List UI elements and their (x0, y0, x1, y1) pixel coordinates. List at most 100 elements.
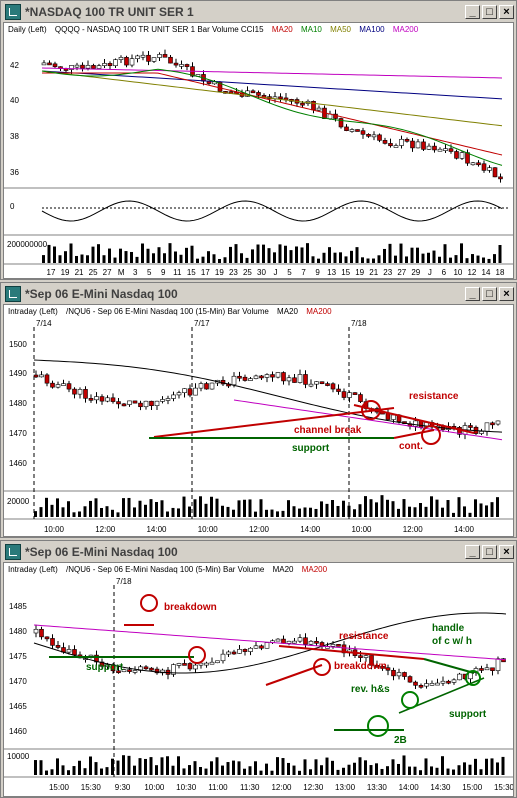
volume-bar (424, 506, 428, 517)
price-bar-body (193, 664, 198, 670)
minimize-icon[interactable]: _ (465, 545, 480, 559)
volume-bar (160, 500, 164, 517)
price-bar-body (253, 645, 259, 649)
intraday15-plot-area[interactable]: Intraday (Left) /NQU6 - Sep 06 E-Mini Na… (3, 304, 514, 537)
price-bar-body (143, 400, 149, 408)
price-bar-body (209, 661, 215, 665)
volume-bar (405, 256, 408, 263)
volume-bar (320, 501, 323, 517)
price-bar-body (140, 54, 146, 58)
price-bar-body (33, 628, 39, 634)
session-label: 7/18 (351, 319, 367, 328)
axis-tick-label: 10:00 (351, 525, 372, 534)
axis-tick-label: 12:00 (271, 783, 292, 792)
price-bar-body (168, 56, 173, 64)
price-bar-body (292, 377, 297, 383)
annotation-cont: cont. (399, 441, 423, 452)
annotation-rev-hs: rev. h&s (351, 684, 390, 695)
volume-bar (245, 257, 249, 263)
volume-bar (149, 757, 153, 775)
price-bar-body (393, 145, 399, 148)
intraday5-plot-area[interactable]: Intraday (Left) /NQU6 - Sep 06 E-Mini Na… (3, 562, 514, 797)
volume-bar (490, 758, 494, 775)
volume-bar (460, 243, 463, 263)
axis-tick-label: 25 (243, 268, 252, 277)
price-bar-body (303, 374, 308, 385)
price-bar-body (278, 96, 283, 100)
volume-bar (177, 508, 180, 517)
price-bar-body (110, 664, 116, 672)
volume-bar (105, 767, 109, 775)
price-bar-body (292, 640, 297, 644)
price-tick: 1480 (9, 399, 27, 408)
price-bar-body (135, 55, 140, 59)
title-bar[interactable]: *Sep 06 E-Mini Nasdaq 100 _ □ × (3, 285, 514, 303)
intraday15-series (33, 359, 503, 517)
price-bar-body (129, 58, 135, 66)
volume-bar (435, 499, 439, 517)
price-bar-body (74, 64, 80, 68)
price-bar-body (319, 381, 325, 385)
price-bar-body (250, 90, 256, 94)
volume-bar (292, 765, 296, 775)
volume-bar (89, 500, 92, 517)
minimize-icon[interactable]: _ (465, 287, 480, 301)
maximize-icon[interactable]: □ (482, 545, 497, 559)
price-bar-body (83, 389, 88, 399)
volume-bar (185, 247, 188, 263)
title-bar[interactable]: *Sep 06 E-Mini Nasdaq 100 _ □ × (3, 543, 514, 561)
daily-plot-area[interactable]: Daily (Left) QQQQ - NASDAQ 100 TR UNIT S… (3, 22, 514, 279)
volume-tick: 20000 (7, 497, 30, 506)
volume-bar (34, 760, 37, 775)
price-bar-body (80, 64, 85, 69)
title-bar[interactable]: *NASDAQ 100 TR UNIT SER 1 _ □ × (3, 3, 514, 21)
close-icon[interactable]: × (499, 287, 514, 301)
axis-tick-label: 17 (47, 268, 56, 277)
volume-bar (72, 512, 76, 517)
volume-bar (501, 756, 505, 775)
volume-bar (119, 248, 122, 263)
volume-bar (339, 252, 342, 263)
volume-bar (133, 507, 136, 517)
volume-bar (496, 762, 499, 775)
axis-tick-label: 13:00 (335, 783, 356, 792)
price-bar-body (171, 664, 176, 675)
volume-bar (248, 766, 252, 775)
volume-bar (358, 504, 362, 517)
price-bar-body (358, 655, 363, 658)
maximize-icon[interactable]: □ (482, 287, 497, 301)
session-label: 7/14 (36, 319, 52, 328)
close-icon[interactable]: × (499, 5, 514, 19)
volume-bar (171, 507, 175, 517)
volume-bar (50, 504, 54, 517)
price-bar-body (55, 384, 61, 388)
volume-bar (141, 243, 144, 263)
price-bar-body (91, 65, 96, 69)
maximize-icon[interactable]: □ (482, 5, 497, 19)
volume-bar (166, 511, 169, 517)
volume-bar (259, 499, 263, 517)
axis-tick-label: 13 (327, 268, 336, 277)
volume-bar (369, 765, 373, 775)
price-bar-body (369, 655, 374, 666)
volume-bar (413, 766, 417, 775)
minimize-icon[interactable]: _ (465, 5, 480, 19)
axis-tick-label: 19 (61, 268, 70, 277)
volume-bar (364, 760, 367, 775)
volume-bar (152, 253, 155, 263)
volume-bar (430, 496, 433, 517)
close-icon[interactable]: × (499, 545, 514, 559)
intraday5-chart-svg: 7/18 1485 1480 1475 1470 1465 1460 10000… (4, 577, 513, 792)
legend-item: MA20 (272, 565, 294, 574)
volume-bar (157, 247, 161, 263)
price-bar-body (330, 644, 336, 647)
volume-bar (273, 252, 276, 263)
volume-bar (138, 500, 142, 517)
annotation-handle: of c w/ h (432, 636, 472, 647)
volume-bar (229, 246, 232, 263)
price-bar-body (50, 382, 55, 388)
volume-bar (232, 760, 235, 775)
volume-bar (221, 505, 224, 517)
volume-bar (457, 497, 461, 517)
volume-bar (86, 255, 89, 263)
